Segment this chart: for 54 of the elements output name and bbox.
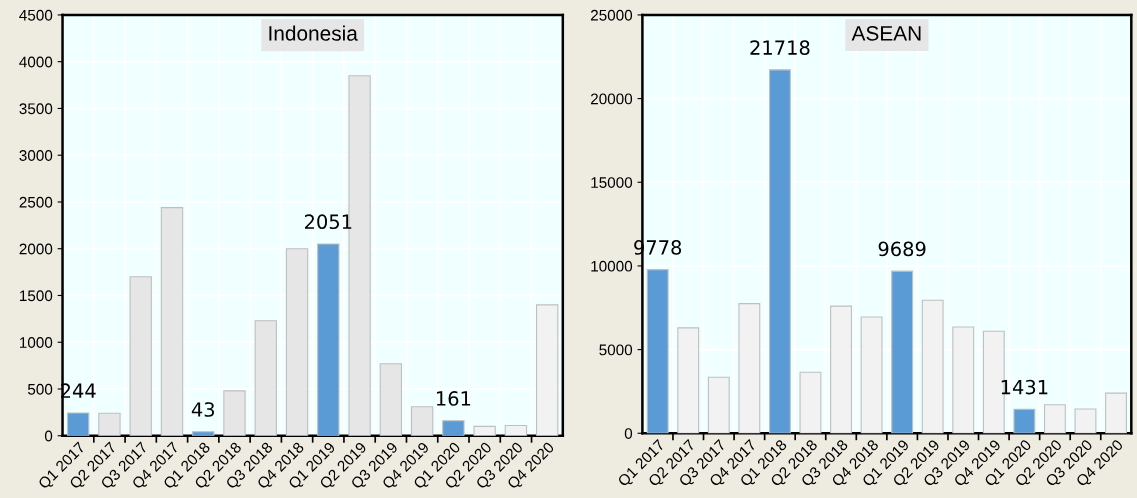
- y-tick-label: 2000: [19, 243, 53, 255]
- bar: [317, 243, 340, 436]
- bar: [921, 299, 944, 434]
- data-label: 9689: [878, 241, 926, 257]
- y-tick-label: 500: [27, 383, 53, 395]
- y-tick-label: 2500: [19, 196, 53, 208]
- bar: [1074, 408, 1097, 434]
- bar: [473, 425, 496, 436]
- bar: [442, 420, 465, 436]
- data-label: 1431: [1001, 379, 1048, 395]
- bar: [129, 276, 152, 436]
- data-label: 2051: [304, 214, 352, 230]
- bar: [1105, 392, 1127, 434]
- y-tick-label: 3000: [19, 150, 53, 161]
- bar: [677, 327, 700, 434]
- y-tick-label: 15000: [591, 177, 633, 188]
- bar: [799, 371, 822, 434]
- bar: [192, 431, 215, 436]
- bar: [160, 207, 184, 436]
- y-tick-label: 1500: [19, 290, 53, 302]
- y-tick-label: 4500: [19, 9, 53, 21]
- bar: [707, 376, 730, 434]
- chart-title: ASEAN: [851, 25, 921, 41]
- bar: [410, 406, 434, 436]
- bar: [504, 424, 528, 436]
- bar: [646, 269, 669, 434]
- y-tick-label: 25000: [590, 9, 633, 21]
- data-label: 43: [191, 402, 215, 417]
- y-tick-label: 0: [44, 430, 53, 442]
- data-label: 21718: [750, 40, 810, 55]
- y-tick-label: 0: [624, 428, 633, 439]
- data-label: 161: [436, 391, 471, 406]
- bar: [98, 412, 121, 436]
- bar: [860, 316, 883, 434]
- bar: [254, 320, 277, 436]
- bar: [830, 305, 852, 434]
- chart-title: Indonesia: [269, 25, 358, 41]
- bar: [285, 248, 309, 436]
- bar: [535, 304, 559, 436]
- y-tick-label: 4000: [19, 56, 53, 68]
- bar: [768, 69, 791, 434]
- bar: [66, 412, 90, 436]
- y-tick-label: 20000: [590, 93, 633, 105]
- y-tick-label: 1000: [19, 337, 53, 348]
- bar: [891, 270, 914, 434]
- bar: [379, 363, 403, 436]
- y-tick-label: 10000: [591, 260, 633, 272]
- bar: [1043, 404, 1066, 434]
- y-tick-label: 5000: [599, 344, 633, 356]
- bar: [952, 326, 975, 434]
- bar: [223, 390, 246, 436]
- bar: [1013, 408, 1036, 434]
- bar: [738, 303, 761, 434]
- y-tick-label: 3500: [19, 103, 53, 115]
